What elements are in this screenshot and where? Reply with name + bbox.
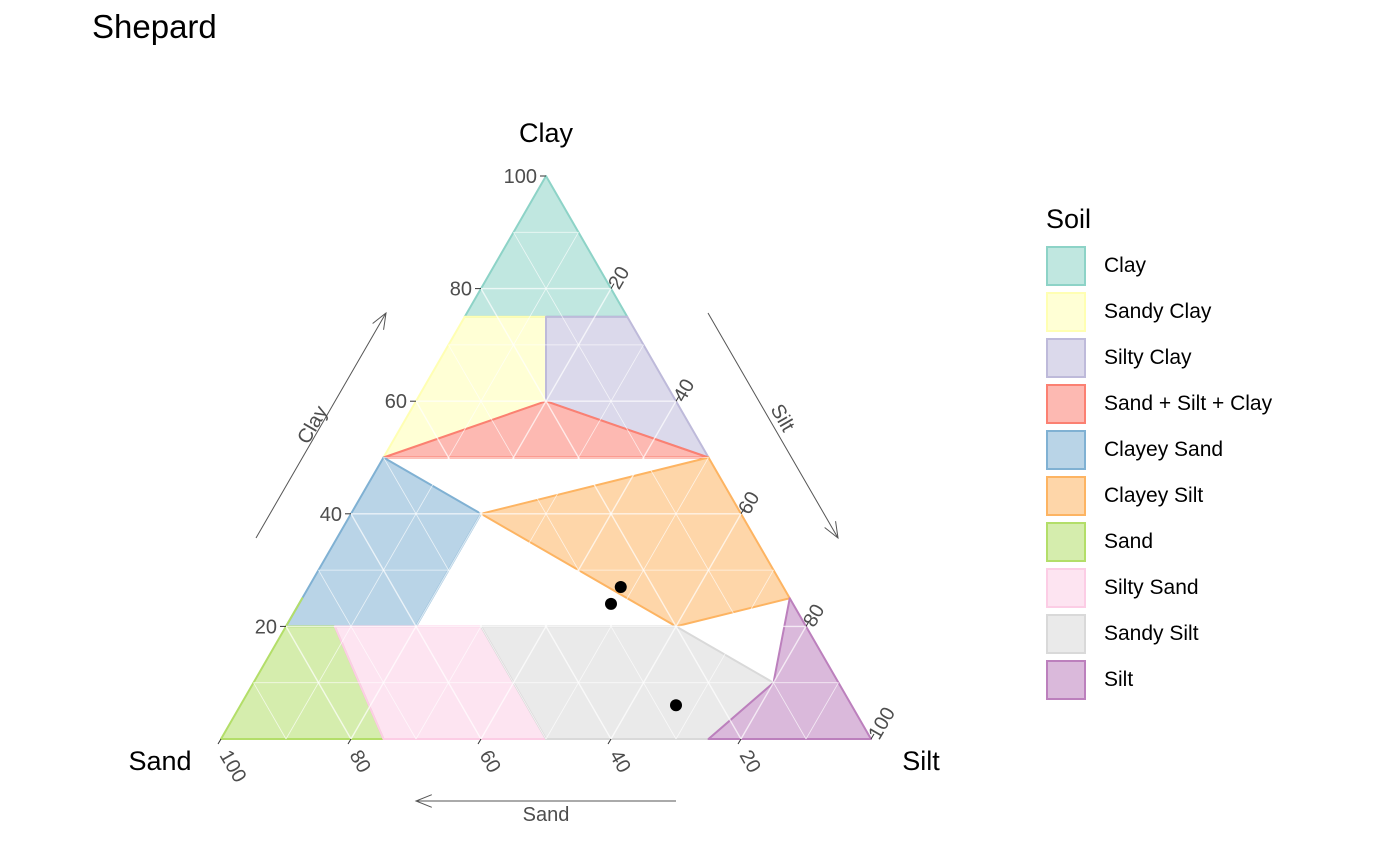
page-title: Shepard xyxy=(92,8,217,45)
legend-item: Clayey Silt xyxy=(1046,473,1272,519)
sand-direction-arrow xyxy=(414,794,676,808)
grid-line xyxy=(350,513,482,740)
legend-item: Sand + Silt + Clay xyxy=(1046,381,1272,427)
sand-tick xyxy=(737,738,742,745)
data-point xyxy=(605,597,617,610)
clay-tick-label: 20 xyxy=(255,616,277,638)
silt-direction-arrow xyxy=(707,312,839,540)
clay-axis-label: Clay xyxy=(519,118,574,148)
clay-direction-arrow xyxy=(255,311,387,539)
legend: Soil Clay Sandy Clay Silty Clay Sand + Silt… xyxy=(1046,204,1272,703)
legend-label: Sand + Silt + Clay xyxy=(1104,392,1273,415)
grid-line xyxy=(415,344,644,740)
grid-line xyxy=(740,626,807,740)
legend-swatch xyxy=(1046,430,1086,470)
legend-item: Sand xyxy=(1046,519,1272,565)
legend-swatch xyxy=(1046,292,1086,332)
region-clayey-sand xyxy=(285,456,482,628)
sand-tick-label: 100 xyxy=(215,747,251,787)
silt-direction-label: Silt xyxy=(766,400,799,435)
legend-items: Clay Sandy Clay Silty Clay Sand + Silt + Cl… xyxy=(1046,243,1272,703)
legend-item: Clay xyxy=(1046,243,1272,289)
grid-line xyxy=(383,457,547,740)
grid-line xyxy=(805,682,839,740)
data-point xyxy=(670,699,682,712)
legend-swatch xyxy=(1046,614,1086,654)
legend-item: Silty Sand xyxy=(1046,565,1272,611)
legend-label: Sandy Clay xyxy=(1104,300,1212,323)
legend-item: Clayey Sand xyxy=(1046,427,1272,473)
legend-label: Silt xyxy=(1104,668,1134,691)
legend-swatch xyxy=(1046,384,1086,424)
grid-line xyxy=(513,232,807,740)
grid-line xyxy=(545,457,709,740)
clay-tick-label: 60 xyxy=(385,391,407,413)
legend-item: Sandy Silt xyxy=(1046,611,1272,657)
legend-label: Silty Sand xyxy=(1104,576,1199,599)
legend-item: Silty Clay xyxy=(1046,335,1272,381)
legend-label: Silty Clay xyxy=(1104,346,1192,369)
grid-line xyxy=(285,232,579,740)
grid xyxy=(253,231,839,740)
legend-title: Soil xyxy=(1046,204,1092,234)
sand-tick-label: 20 xyxy=(735,747,765,777)
legend-label: Sandy Silt xyxy=(1104,622,1199,645)
legend-swatch xyxy=(1046,568,1086,608)
sand-tick-label: 80 xyxy=(345,747,375,777)
legend-item: Sandy Clay xyxy=(1046,289,1272,335)
silt-tick xyxy=(805,621,810,627)
sand-tick xyxy=(477,738,482,745)
legend-swatch xyxy=(1046,476,1086,516)
clay-tick-label: 100 xyxy=(504,166,537,188)
grid-line xyxy=(448,344,677,740)
silt-tick xyxy=(870,733,875,740)
legend-item: Silt xyxy=(1046,657,1272,703)
grid-line xyxy=(285,626,352,740)
sand-tick xyxy=(607,738,612,745)
region-clayey-silt xyxy=(480,456,791,628)
legend-label: Clay xyxy=(1104,254,1147,277)
silt-axis-label: Silt xyxy=(902,746,940,776)
legend-swatch xyxy=(1046,660,1086,700)
grid-line xyxy=(610,513,742,740)
sand-direction-label: Sand xyxy=(523,804,570,826)
legend-swatch xyxy=(1046,522,1086,562)
legend-swatch xyxy=(1046,338,1086,378)
grid-line xyxy=(675,569,774,740)
data-points xyxy=(605,580,682,712)
clay-tick-label: 80 xyxy=(450,279,472,301)
sand-axis-label: Sand xyxy=(128,746,191,776)
sand-tick xyxy=(347,738,352,745)
silt-tick xyxy=(675,395,680,402)
legend-label: Clayey Silt xyxy=(1104,484,1204,507)
clay-direction-label: Clay xyxy=(293,402,332,448)
grid-line xyxy=(253,682,287,740)
grid-line xyxy=(318,569,417,740)
data-point xyxy=(614,580,627,593)
sand-tick-label: 60 xyxy=(475,747,505,777)
legend-label: Sand xyxy=(1104,530,1154,553)
clay-tick-label: 40 xyxy=(320,504,342,526)
region-clay xyxy=(463,175,629,318)
silt-tick xyxy=(610,283,615,289)
legend-swatch xyxy=(1046,246,1086,286)
silt-tick xyxy=(740,508,745,515)
sand-tick-label: 40 xyxy=(605,747,635,777)
sand-tick xyxy=(217,738,222,745)
legend-label: Clayey Sand xyxy=(1104,438,1224,461)
